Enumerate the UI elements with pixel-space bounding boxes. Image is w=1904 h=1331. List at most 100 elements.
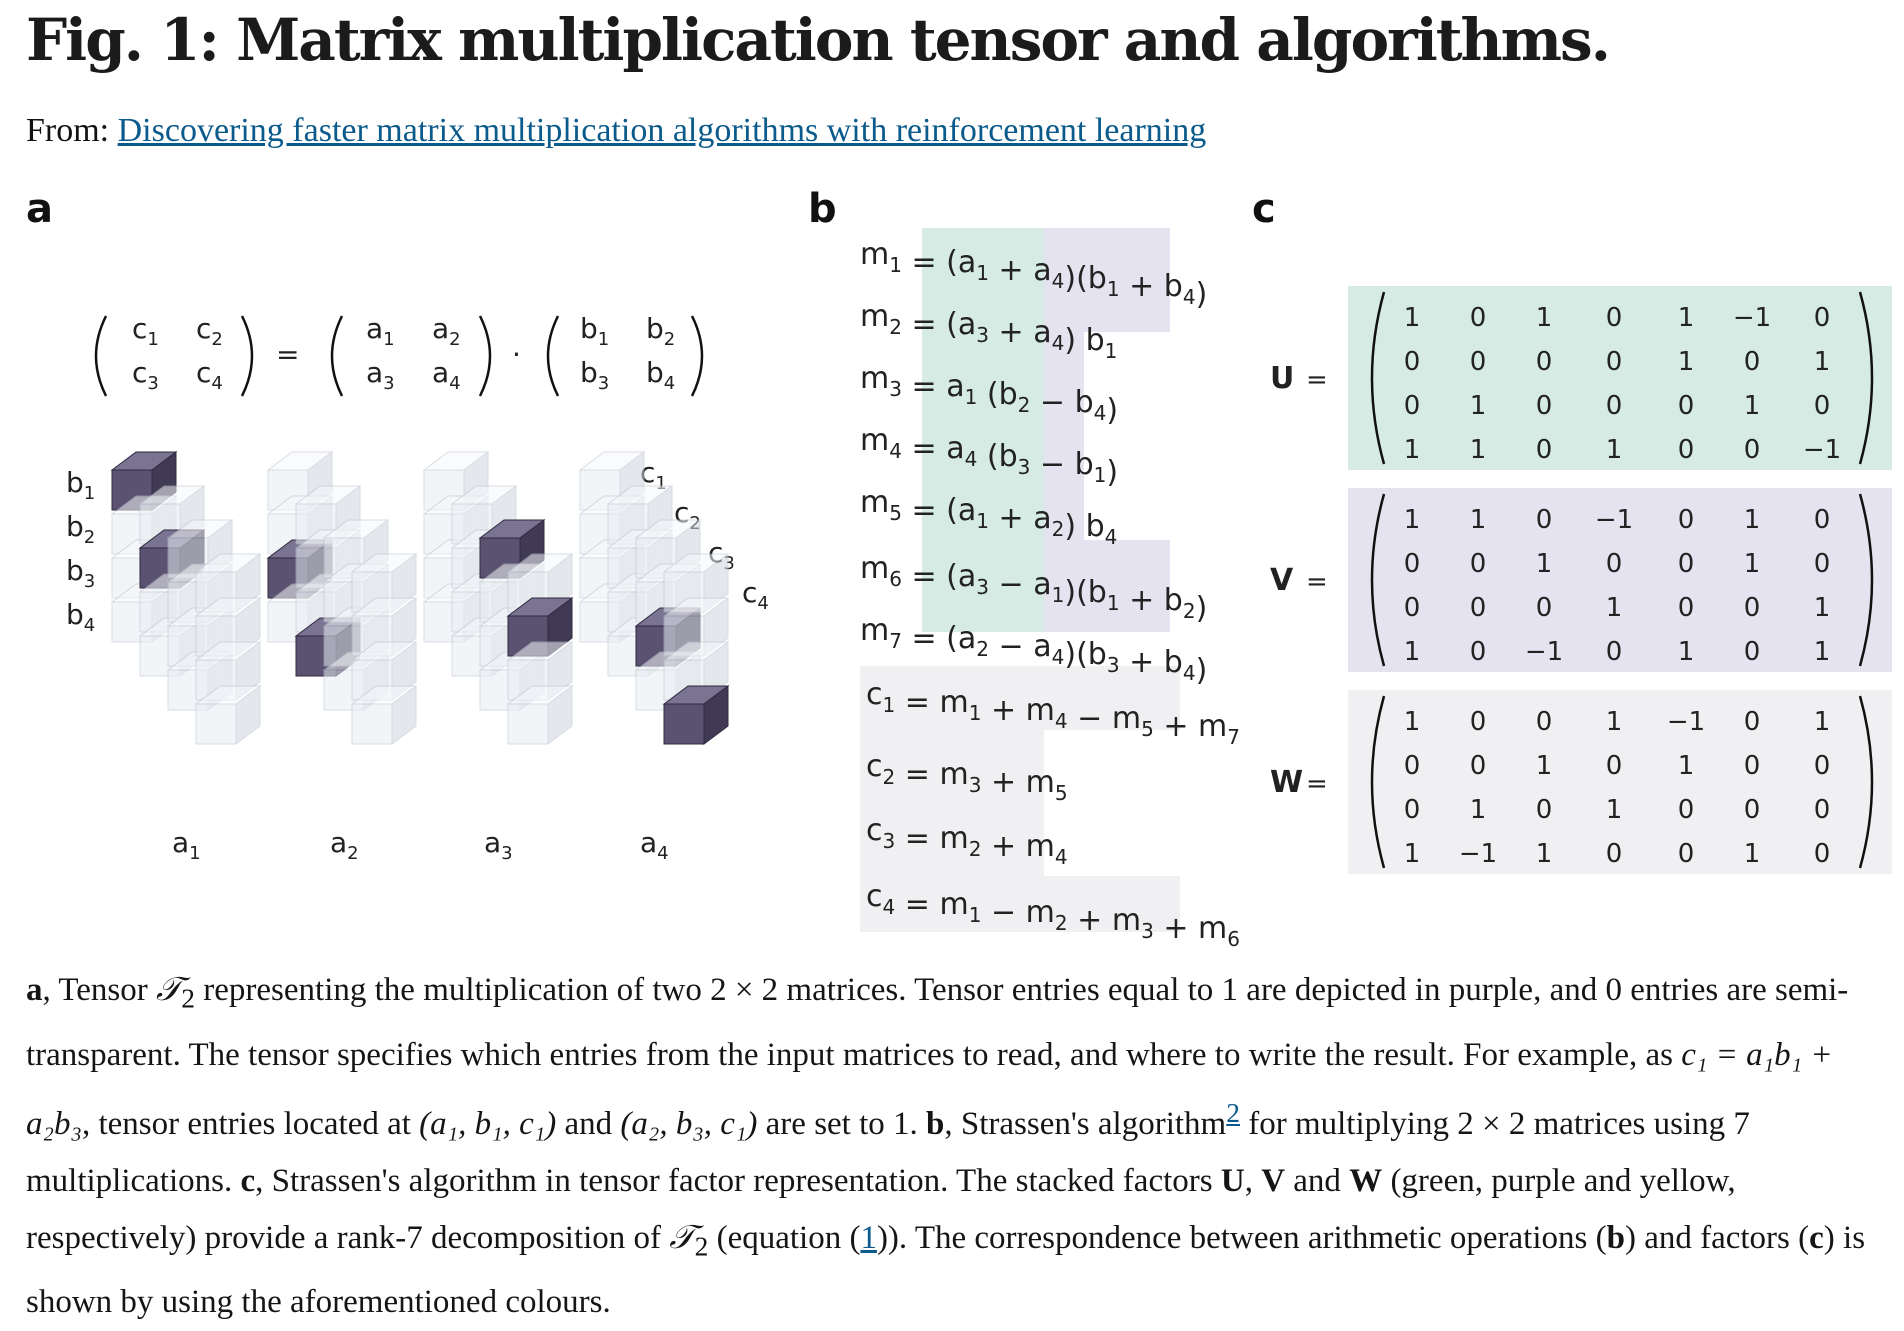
caption-text: (green, purple and yellow, respectively)… (26, 1162, 1736, 1256)
axis-label-c4: c4 (742, 576, 769, 614)
factor-entry: 0 (1814, 839, 1831, 869)
caption-text: , tensor entries located at (81, 1105, 420, 1142)
cube-front-face (663, 703, 705, 745)
factor-entry: 1 (1470, 795, 1487, 825)
caption-text: , Strassen's algorithm in tensor factor … (255, 1162, 1221, 1199)
factor-entry: 0 (1744, 637, 1761, 667)
caption-text: representing the multiplication of two 2… (26, 972, 1849, 1073)
tensor-subscript: 2 (694, 1230, 709, 1262)
reference-link-2[interactable]: 2 (1226, 1096, 1240, 1128)
tensor-cube-one (662, 685, 730, 745)
factor-entry: 1 (1814, 593, 1831, 623)
factor-entry: 0 (1404, 391, 1421, 421)
factor-entry: 0 (1678, 795, 1695, 825)
factor-entry: 0 (1606, 347, 1623, 377)
axis-label-b2: b2 (66, 510, 95, 548)
factor-entry: 1 (1744, 505, 1761, 535)
matrix-entry: a2 (432, 312, 461, 350)
factor-entry: 1 (1606, 707, 1623, 737)
caption-text: and (556, 1105, 621, 1142)
tensor-symbol: 𝒯 (669, 1219, 695, 1256)
factor-label: V (1270, 563, 1294, 598)
yellow-highlight (860, 876, 1180, 932)
factor-entry: 1 (1404, 435, 1421, 465)
strassen-equation: c2 = m3 + m5 (866, 749, 1068, 805)
equation-link-1[interactable]: 1 (860, 1219, 877, 1256)
factor-label: U (1270, 361, 1294, 396)
factor-entry: 0 (1744, 435, 1761, 465)
figure-title: Fig. 1: Matrix multiplication tensor and… (26, 6, 1611, 74)
right-paren (690, 315, 704, 397)
caption-label-a: a (26, 972, 43, 1008)
matrix-entry: c3 (132, 356, 159, 394)
factor-entry: 0 (1678, 505, 1695, 535)
axis-label-a4: a4 (640, 826, 669, 864)
factor-entry: 0 (1606, 839, 1623, 869)
factor-entry: 0 (1404, 593, 1421, 623)
factor-U-matrix: U = 1 0 1 0 1 −1 0 0 0 0 0 1 0 1 0 1 0 0 0 1 0 1 1 0 1 0 0 −1 (1270, 286, 1892, 470)
factor-entry: 0 (1404, 751, 1421, 781)
factor-entry: 0 (1678, 839, 1695, 869)
factor-entry: 1 (1404, 637, 1421, 667)
caption-label-c: c (240, 1162, 256, 1199)
factor-entry: 1 (1536, 549, 1553, 579)
strassen-equation: m3 = a1 (b2 − b4) (860, 361, 1118, 428)
matrix-entry: c1 (132, 312, 159, 350)
strassen-equation: m4 = a4 (b3 − b1) (860, 423, 1118, 490)
factor-entry: 1 (1606, 435, 1623, 465)
equals-sign: = (1306, 567, 1328, 597)
factor-entry: 0 (1470, 751, 1487, 781)
factor-entry: 0 (1470, 549, 1487, 579)
factor-entry: 1 (1606, 593, 1623, 623)
cube-front-face (507, 703, 549, 745)
matrix-entry: b4 (646, 356, 675, 394)
factor-entry: 0 (1744, 795, 1761, 825)
cube-side-face (235, 685, 261, 745)
factor-entry: 0 (1606, 549, 1623, 579)
matrix-equation: c1 c2 c3 c4 = a1 a2 a3 a4 · b1 b2 b3 b4 (94, 312, 704, 397)
matrix-entry: b3 (580, 356, 609, 394)
strassen-equation: c3 = m2 + m4 (866, 813, 1068, 869)
tensor-factors: U = 1 0 1 0 1 −1 0 0 0 0 0 1 0 1 0 1 0 0 0 1 0 1 1 0 1 0 0 −1 V = 1 1 0 −1 0… (1270, 286, 1892, 874)
source-article-link[interactable]: Discovering faster matrix multiplication… (117, 112, 1207, 149)
factor-entry: 0 (1814, 549, 1831, 579)
matrix-entry: a3 (366, 356, 395, 394)
factor-entry: 0 (1678, 435, 1695, 465)
caption-text: ) and factors ( (1624, 1219, 1810, 1256)
matrix-entry: a4 (432, 356, 461, 394)
figure-panels: c1 c2 c3 c4 = a1 a2 a3 a4 · b1 b2 b3 b4 … (66, 228, 1892, 951)
matrix-entry: c4 (196, 356, 223, 394)
caption-formula: c₁ = a₁b₁ + a₂b₃ (26, 1036, 1833, 1142)
factor-entry: 0 (1678, 593, 1695, 623)
caption-text: , (1244, 1162, 1262, 1199)
tensor-symbol: 𝒯 (156, 972, 182, 1008)
caption-text: ) is shown by using the aforementioned c… (26, 1219, 1866, 1321)
factor-entry: 0 (1536, 707, 1553, 737)
factor-V-matrix: V = 1 1 0 −1 0 1 0 0 0 1 0 0 1 0 0 0 0 1 0 0 1 1 0 −1 0 1 0 1 (1270, 488, 1892, 672)
factor-W-matrix: W = 1 0 0 1 −1 0 1 0 0 1 0 1 0 0 0 1 0 1 0 0 0 1 −1 1 0 0 1 0 (1270, 690, 1892, 874)
factor-entry: 1 (1678, 751, 1695, 781)
factor-entry: 0 (1470, 637, 1487, 667)
tensor-cubes (110, 451, 730, 745)
left-paren (1370, 291, 1386, 465)
factor-background (1348, 488, 1892, 672)
factor-W: W (1349, 1162, 1383, 1199)
cube-side-face (547, 685, 573, 745)
factor-entry: 0 (1606, 303, 1623, 333)
left-paren (94, 315, 108, 397)
strassen-equations: m1 = (a1 + a4)(b1 + b4)m2 = (a3 + a4) b1… (860, 237, 1240, 951)
factor-entry: 0 (1678, 391, 1695, 421)
axis-label-a2: a2 (330, 826, 359, 864)
caption-text: (equation ( (708, 1219, 861, 1256)
factor-entry: 0 (1814, 795, 1831, 825)
factor-entry: 1 (1814, 707, 1831, 737)
factor-entry: 0 (1536, 593, 1553, 623)
factor-entry: 0 (1404, 347, 1421, 377)
factor-entry: 0 (1814, 505, 1831, 535)
panel-label-c: c (1252, 186, 1276, 232)
caption-ref-b: b (1606, 1219, 1625, 1256)
caption-formula: (a₂, b₃, c₁) (620, 1105, 758, 1142)
factor-background (1348, 690, 1892, 874)
strassen-equation: m6 = (a3 − a1)(b1 + b2) (860, 551, 1207, 626)
caption-text: for multiplying 2 × 2 matrices using 7 m… (26, 1105, 1750, 1199)
